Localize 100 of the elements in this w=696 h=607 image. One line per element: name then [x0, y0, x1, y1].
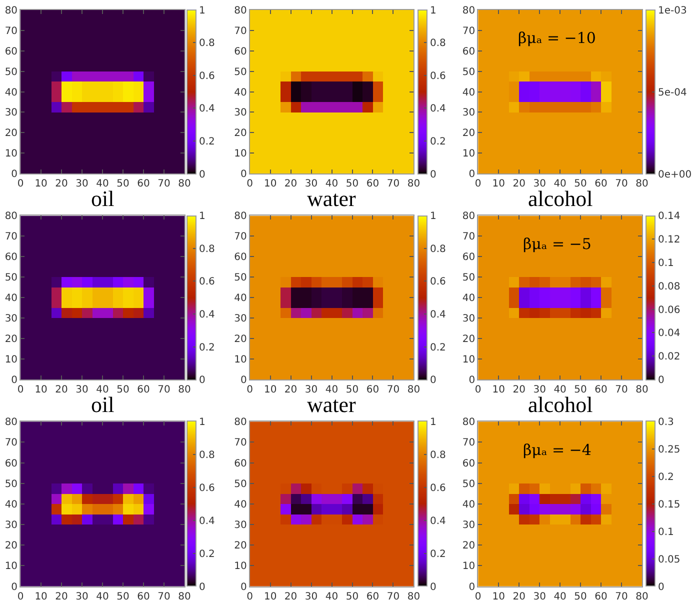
color-bar-label: 0.4 — [199, 104, 215, 115]
x-tick-label: 70 — [615, 178, 628, 190]
x-tick-label: 20 — [512, 384, 526, 396]
color-bar-label: 0.8 — [199, 244, 215, 255]
y-tick-label: 40 — [4, 293, 18, 304]
x-tick-label: 10 — [492, 178, 505, 190]
color-bar-label: 0.8 — [430, 244, 446, 255]
color-bar-label: 0 — [430, 582, 436, 593]
color-bar-label: 0 — [430, 375, 436, 386]
annotation: βμₐ = −5 — [523, 235, 592, 253]
color-bar-label: 0.25 — [658, 444, 680, 456]
y-tick-label: 50 — [4, 272, 18, 284]
x-tick-label: 10 — [492, 384, 505, 396]
x-tick-label: 60 — [366, 384, 380, 396]
color-bar-label: 0.2 — [199, 342, 215, 354]
x-tick-label: 30 — [76, 384, 88, 396]
color-bar-label: 0.4 — [430, 516, 446, 527]
color-bar-label: 0.8 — [199, 38, 215, 50]
x-tick-label: 80 — [178, 384, 191, 396]
x-tick-label: 10 — [264, 591, 277, 602]
color-bar-label: 0.02 — [658, 352, 680, 363]
x-tick-label: 20 — [284, 178, 298, 190]
y-tick-label: 80 — [234, 211, 247, 222]
y-tick-label: 80 — [462, 417, 476, 428]
x-tick-label: 50 — [574, 591, 587, 602]
y-tick-label: 70 — [462, 26, 476, 37]
color-bar-label: 0.4 — [430, 104, 446, 115]
y-tick-label: 30 — [4, 314, 18, 325]
y-tick-label: 30 — [4, 520, 18, 532]
y-tick-label: 80 — [4, 5, 18, 16]
y-tick-label: 60 — [462, 458, 476, 470]
x-tick-label: 60 — [366, 591, 380, 602]
y-tick-label: 10 — [4, 148, 18, 160]
y-tick-label: 0 — [240, 374, 247, 386]
x-tick-label: 60 — [594, 384, 608, 396]
x-tick-label: 20 — [284, 384, 298, 396]
x-tick-label: 80 — [178, 178, 191, 190]
y-tick-label: 70 — [462, 232, 476, 243]
y-tick-label: 20 — [234, 334, 247, 346]
color-bar-label: 0.04 — [658, 328, 680, 340]
annotation: βμₐ = −10 — [518, 29, 596, 47]
x-tick-label: 70 — [158, 591, 170, 602]
y-tick-label: 30 — [234, 520, 247, 532]
color-bar-label: 0.6 — [430, 482, 446, 494]
x-tick-label: 20 — [284, 591, 298, 602]
x-tick-label: 50 — [116, 591, 130, 602]
y-tick-label: 0 — [240, 582, 247, 593]
color-bar-label: 1 — [199, 211, 206, 222]
y-tick-label: 0 — [11, 169, 18, 180]
y-tick-label: 0 — [11, 374, 18, 386]
color-bar-label: 0.2 — [430, 136, 446, 148]
color-bar-label: 0.6 — [199, 276, 215, 288]
x-tick-label: 60 — [594, 591, 608, 602]
x-tick-label: 10 — [34, 178, 48, 190]
y-tick-label: 50 — [234, 272, 247, 284]
color-bar-label: 0.12 — [658, 234, 680, 246]
x-tick-label: 70 — [386, 384, 400, 396]
y-tick-label: 40 — [234, 293, 247, 304]
x-tick-label: 60 — [366, 178, 380, 190]
x-tick-label: 30 — [533, 591, 546, 602]
x-tick-label: 80 — [636, 591, 648, 602]
x-tick-label: 70 — [615, 591, 628, 602]
y-tick-label: 50 — [234, 478, 247, 490]
color-bar-label: 0e+00 — [658, 169, 692, 180]
y-tick-label: 20 — [234, 540, 247, 552]
color-bar-label: 0.14 — [658, 211, 680, 222]
y-tick-label: 50 — [462, 272, 476, 284]
color-bar-label: 0 — [199, 375, 206, 386]
x-tick-label: 20 — [512, 591, 526, 602]
color-bar-label: 0.4 — [430, 310, 446, 320]
x-tick-label: 20 — [55, 178, 68, 190]
y-tick-label: 40 — [4, 87, 18, 98]
x-tick-label: 80 — [636, 384, 648, 396]
x-tick-label: 10 — [492, 591, 505, 602]
y-tick-label: 70 — [234, 232, 247, 243]
y-tick-label: 40 — [4, 499, 18, 510]
color-bar-label: 0.15 — [658, 499, 680, 510]
y-tick-label: 10 — [4, 561, 18, 572]
x-tick-label: 60 — [137, 591, 150, 602]
y-tick-label: 50 — [4, 66, 18, 78]
color-bar-label: 0.4 — [199, 516, 215, 527]
color-bar-label: 0.6 — [199, 482, 215, 494]
color-bar-label: 0.6 — [430, 276, 446, 288]
y-tick-label: 40 — [462, 87, 476, 98]
x-tick-label: 20 — [55, 384, 68, 396]
color-bar-label: 5e-04 — [658, 87, 687, 98]
color-bar-label: 0 — [658, 375, 664, 386]
y-tick-label: 30 — [462, 520, 476, 532]
x-tick-label: 70 — [386, 178, 400, 190]
annotation: βμₐ = −4 — [523, 441, 592, 459]
x-tick-label: 80 — [636, 178, 648, 190]
y-tick-label: 70 — [4, 232, 18, 243]
y-tick-label: 20 — [4, 334, 18, 346]
color-bar-label: 0.3 — [658, 416, 674, 428]
y-tick-label: 50 — [234, 66, 247, 78]
color-bar-label: 0.08 — [658, 281, 680, 292]
x-tick-label: 10 — [34, 591, 48, 602]
color-bar-label: 0.8 — [199, 450, 215, 461]
color-bar-label: 0.2 — [430, 342, 446, 354]
x-tick-label: 50 — [346, 591, 359, 602]
